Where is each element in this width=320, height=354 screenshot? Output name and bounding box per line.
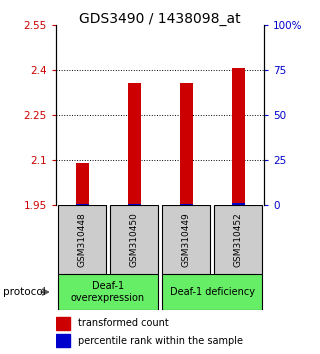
Bar bbox=[76, 204, 89, 205]
Bar bbox=[127, 84, 140, 205]
Text: Deaf-1 deficiency: Deaf-1 deficiency bbox=[170, 287, 254, 297]
Bar bbox=[162, 205, 211, 274]
Bar bbox=[58, 205, 107, 274]
Bar bbox=[76, 163, 89, 205]
Bar bbox=[127, 204, 140, 205]
Bar bbox=[58, 274, 158, 310]
Bar bbox=[213, 205, 262, 274]
Text: Deaf-1
overexpression: Deaf-1 overexpression bbox=[71, 281, 145, 303]
Text: GSM310448: GSM310448 bbox=[77, 212, 86, 267]
Text: transformed count: transformed count bbox=[78, 318, 169, 328]
Text: percentile rank within the sample: percentile rank within the sample bbox=[78, 336, 243, 346]
Bar bbox=[180, 84, 193, 205]
Bar bbox=[109, 205, 158, 274]
Text: GSM310450: GSM310450 bbox=[130, 212, 139, 267]
Bar bbox=[180, 204, 193, 205]
Text: protocol: protocol bbox=[3, 287, 46, 297]
Text: GSM310452: GSM310452 bbox=[234, 212, 243, 267]
Bar bbox=[231, 68, 244, 205]
Text: GDS3490 / 1438098_at: GDS3490 / 1438098_at bbox=[79, 12, 241, 27]
Bar bbox=[56, 316, 70, 330]
Bar bbox=[162, 274, 262, 310]
Bar bbox=[231, 203, 244, 205]
Bar bbox=[56, 335, 70, 348]
Text: GSM310449: GSM310449 bbox=[181, 212, 190, 267]
